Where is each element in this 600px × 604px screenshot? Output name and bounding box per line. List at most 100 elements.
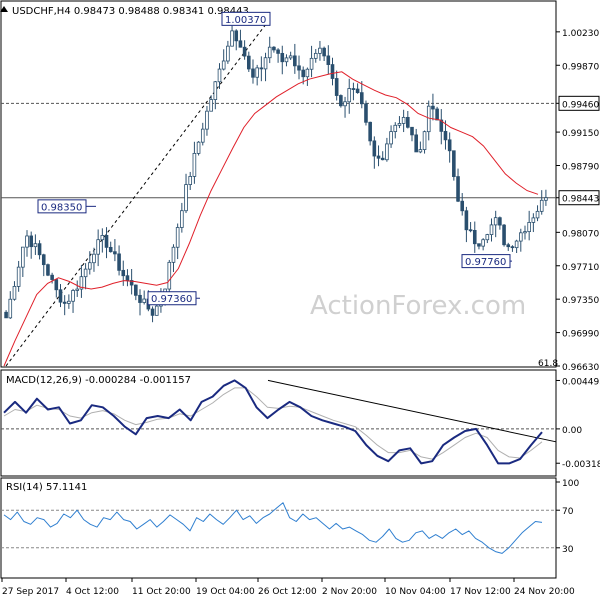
candle-body <box>380 157 385 161</box>
candle-body <box>129 280 134 286</box>
candle-body <box>330 64 335 79</box>
candle-body <box>255 67 259 78</box>
candle-body <box>75 288 80 291</box>
macd-tick-label: 0.00 <box>562 426 582 436</box>
rsi-tick-label: 30 <box>562 545 574 555</box>
candle-body <box>54 279 59 291</box>
candle-body <box>539 199 544 212</box>
candle-body <box>104 235 109 248</box>
candle-body <box>205 110 209 130</box>
candle-body <box>167 261 172 290</box>
candle-body <box>288 55 293 59</box>
candle-body <box>318 47 322 54</box>
price-level-box <box>558 95 600 111</box>
candle-body <box>385 143 389 161</box>
annotation-label: 0.98350 <box>41 202 82 213</box>
candle-body <box>138 294 142 303</box>
candle-body <box>326 55 331 65</box>
candle-body <box>334 78 339 96</box>
candle-body <box>531 217 536 223</box>
candle-body <box>242 46 247 57</box>
candle-body <box>414 134 418 153</box>
candle-body <box>301 69 305 78</box>
annotation-label: 1.00370 <box>225 15 266 26</box>
candle-body <box>230 30 234 47</box>
candle-body <box>468 229 473 232</box>
candle-body <box>280 52 285 63</box>
candle-body <box>309 57 314 70</box>
rsi-panel-frame <box>0 477 557 579</box>
candle-body <box>154 305 159 316</box>
fib-label: 61.8 <box>538 359 558 369</box>
price-trendline <box>5 18 271 367</box>
candle-body <box>71 290 75 302</box>
candle-body <box>355 88 360 94</box>
candle-body <box>251 68 255 78</box>
candle-body <box>134 284 138 296</box>
rsi-line <box>3 502 543 554</box>
candle-body <box>221 60 226 70</box>
macd-layer <box>1 379 557 465</box>
candle-body <box>544 197 548 201</box>
candle-body <box>460 200 465 212</box>
candle-body <box>259 67 264 70</box>
annotation-label: 0.97760 <box>465 257 506 268</box>
candle-body <box>506 244 511 248</box>
watermark: ActionForex.com <box>310 291 526 321</box>
candle-body <box>142 298 146 303</box>
candle-body <box>422 131 427 150</box>
candle-body <box>200 128 205 143</box>
annotation-box <box>147 291 197 306</box>
price-tick-label: 0.98790 <box>562 163 599 173</box>
candle-body <box>523 231 527 234</box>
candle-body <box>447 139 452 152</box>
macd-tick-label: 0.004493 <box>562 377 600 387</box>
candle-body <box>184 184 188 212</box>
candle-body <box>493 217 498 226</box>
macd-line <box>3 379 543 465</box>
candle-body <box>339 95 343 107</box>
candle-body <box>527 222 531 233</box>
candle-body <box>50 274 54 280</box>
price-tick-label: 0.98443 <box>562 195 599 205</box>
candle-body <box>175 227 180 248</box>
candle-body <box>113 251 117 255</box>
x-tick-label: 24 Nov 20:00 <box>514 587 575 597</box>
price-tick-label: 0.97350 <box>562 296 599 306</box>
candle-body <box>25 235 29 248</box>
candle-body <box>439 119 444 132</box>
macd-trendline <box>267 379 557 443</box>
price-tick-label: 0.98070 <box>562 229 599 239</box>
candle-body <box>452 150 456 177</box>
candle-body <box>196 141 201 154</box>
candle-body <box>150 308 155 316</box>
candle-body <box>464 210 469 231</box>
candle-body <box>443 130 448 141</box>
candle-body <box>226 45 230 62</box>
candle-body <box>37 243 42 256</box>
candle-body <box>401 116 406 124</box>
candle-body <box>313 52 318 59</box>
macd-panel-frame <box>0 369 557 477</box>
candle-body <box>246 55 251 70</box>
candle-body <box>359 92 364 105</box>
candle-body <box>121 269 126 277</box>
candle-body <box>519 232 523 242</box>
annotation-label: 0.97360 <box>151 294 192 305</box>
price-tick-label: 0.97710 <box>562 263 599 273</box>
rsi-tick-label: 70 <box>562 507 574 517</box>
candle-body <box>535 210 540 219</box>
price-tick-label: 0.96990 <box>562 330 599 340</box>
candle-body <box>431 105 435 110</box>
axis-layer: 1.00230 0.99870 0.99460 0.99150 0.98790 0.984… <box>1 29 600 597</box>
candle-body <box>456 176 460 202</box>
candle-body <box>238 40 243 48</box>
candle-body <box>297 65 301 71</box>
candle-body <box>234 30 239 42</box>
x-tick-label: 27 Sep 2017 <box>2 587 59 597</box>
candle-body <box>284 57 289 63</box>
macd-tick-label: -0.003186 <box>562 460 600 470</box>
candle-body <box>67 300 71 304</box>
candle-body <box>410 126 414 136</box>
candle-body <box>477 243 481 247</box>
